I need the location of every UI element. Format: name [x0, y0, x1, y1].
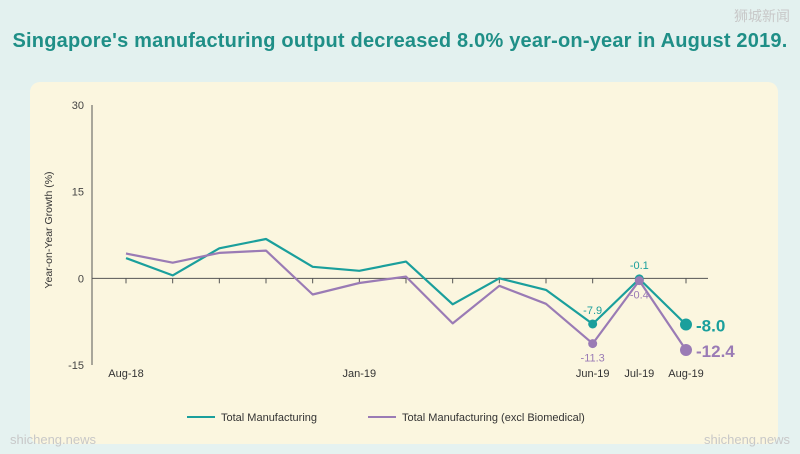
chart-axes: 30 15 0 -15 Year-on-Year Growth (%) Aug-18 Jan…: [43, 100, 708, 380]
watermark-top: 狮城新闻: [734, 8, 790, 24]
y-tick-label: -15: [68, 360, 84, 372]
data-point-excl_bio-10: [588, 339, 598, 349]
data-label-total-12: -8.0: [696, 317, 725, 336]
x-tick-label: Jan-19: [343, 368, 377, 380]
y-tick-label: 30: [72, 100, 84, 112]
data-label-excl_bio-11: -0.4: [630, 290, 649, 302]
watermark-bottom-right: shicheng.news: [704, 432, 790, 447]
data-point-total-10: [588, 319, 598, 329]
y-axis-label: Year-on-Year Growth (%): [43, 171, 55, 288]
y-tick-label: 15: [72, 187, 84, 199]
y-tick-label: 0: [78, 273, 84, 285]
data-label-excl_bio-10: -11.3: [581, 353, 605, 365]
title-band: [0, 0, 800, 90]
data-label-excl_bio-12: -12.4: [696, 342, 735, 361]
x-tick-label: Jul-19: [624, 368, 654, 380]
chart-series: [125, 237, 687, 351]
data-label-total-11: -0.1: [630, 260, 649, 272]
legend-label-excl_bio: Total Manufacturing (excl Biomedical): [402, 412, 585, 424]
chart-title: Singapore's manufacturing output decreas…: [12, 30, 788, 52]
series-line-excl_bio: [125, 249, 687, 351]
data-label-total-10: -7.9: [583, 305, 602, 317]
x-tick-label: Aug-19: [668, 368, 703, 380]
legend-label-total: Total Manufacturing: [221, 412, 317, 424]
chart-marks: -7.9 -0.1 -8.0 -11.3 -0.4 -12.4: [581, 260, 736, 365]
watermark-bottom-left: shicheng.news: [10, 432, 96, 447]
data-point-excl_bio-12: [680, 343, 692, 356]
x-tick-label: Jun-19: [576, 368, 610, 380]
chart-legend: Total Manufacturing Total Manufacturing (…: [187, 412, 585, 424]
data-point-excl_bio-11: [634, 276, 644, 286]
data-point-total-12: [680, 318, 692, 331]
x-tick-label: Aug-18: [108, 368, 143, 380]
